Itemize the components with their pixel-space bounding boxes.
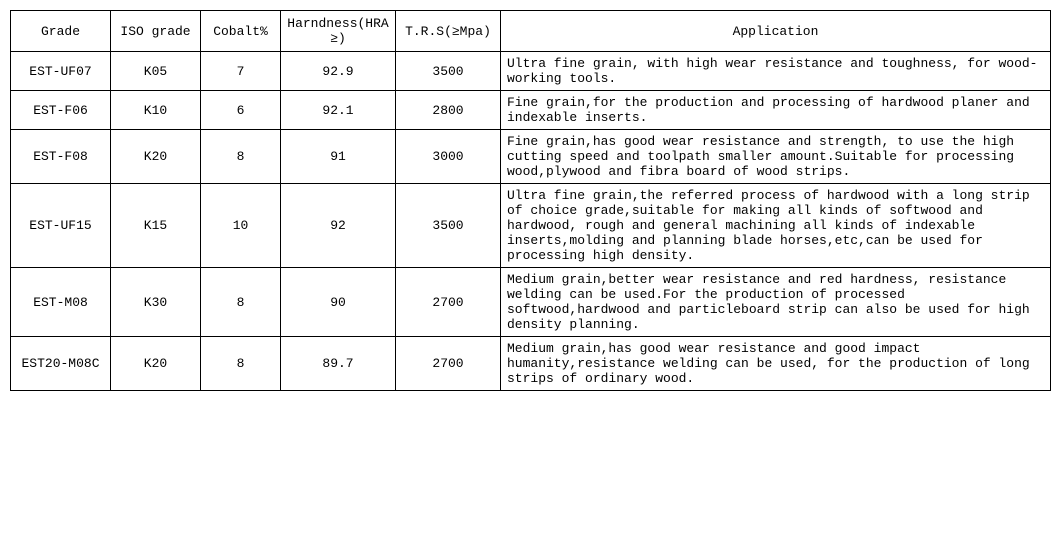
- cell-cobalt: 8: [201, 130, 281, 184]
- cell-app: Fine grain,has good wear resistance and …: [501, 130, 1051, 184]
- cell-trs: 2700: [396, 337, 501, 391]
- table-row: EST-F06 K10 6 92.1 2800 Fine grain,for t…: [11, 91, 1051, 130]
- col-header-trs: T.R.S(≥Mpa): [396, 11, 501, 52]
- cell-trs: 3500: [396, 184, 501, 268]
- table-body: EST-UF07 K05 7 92.9 3500 Ultra fine grai…: [11, 52, 1051, 391]
- cell-trs: 3000: [396, 130, 501, 184]
- cell-hardness: 92.9: [281, 52, 396, 91]
- table-row: EST-F08 K20 8 91 3000 Fine grain,has goo…: [11, 130, 1051, 184]
- cell-grade: EST-UF15: [11, 184, 111, 268]
- cell-hardness: 92: [281, 184, 396, 268]
- table-header-row: Grade ISO grade Cobalt% Harndness(HRA≥) …: [11, 11, 1051, 52]
- cell-app: Medium grain,has good wear resistance an…: [501, 337, 1051, 391]
- cell-iso: K20: [111, 337, 201, 391]
- col-header-hardness: Harndness(HRA≥): [281, 11, 396, 52]
- cell-hardness: 90: [281, 268, 396, 337]
- cell-trs: 2800: [396, 91, 501, 130]
- cell-app: Ultra fine grain,the referred process of…: [501, 184, 1051, 268]
- grades-table: Grade ISO grade Cobalt% Harndness(HRA≥) …: [10, 10, 1051, 391]
- cell-iso: K05: [111, 52, 201, 91]
- table-row: EST20-M08C K20 8 89.7 2700 Medium grain,…: [11, 337, 1051, 391]
- cell-iso: K15: [111, 184, 201, 268]
- cell-iso: K10: [111, 91, 201, 130]
- cell-grade: EST-M08: [11, 268, 111, 337]
- col-header-grade: Grade: [11, 11, 111, 52]
- col-header-cobalt: Cobalt%: [201, 11, 281, 52]
- cell-grade: EST-F06: [11, 91, 111, 130]
- col-header-iso: ISO grade: [111, 11, 201, 52]
- table-row: EST-UF15 K15 10 92 3500 Ultra fine grain…: [11, 184, 1051, 268]
- cell-iso: K20: [111, 130, 201, 184]
- cell-cobalt: 7: [201, 52, 281, 91]
- cell-hardness: 89.7: [281, 337, 396, 391]
- cell-cobalt: 10: [201, 184, 281, 268]
- cell-trs: 2700: [396, 268, 501, 337]
- table-row: EST-UF07 K05 7 92.9 3500 Ultra fine grai…: [11, 52, 1051, 91]
- table-row: EST-M08 K30 8 90 2700 Medium grain,bette…: [11, 268, 1051, 337]
- cell-grade: EST-F08: [11, 130, 111, 184]
- cell-app: Medium grain,better wear resistance and …: [501, 268, 1051, 337]
- cell-app: Fine grain,for the production and proces…: [501, 91, 1051, 130]
- cell-cobalt: 8: [201, 268, 281, 337]
- col-header-app: Application: [501, 11, 1051, 52]
- cell-hardness: 91: [281, 130, 396, 184]
- cell-grade: EST-UF07: [11, 52, 111, 91]
- cell-iso: K30: [111, 268, 201, 337]
- cell-cobalt: 8: [201, 337, 281, 391]
- cell-grade: EST20-M08C: [11, 337, 111, 391]
- cell-trs: 3500: [396, 52, 501, 91]
- cell-hardness: 92.1: [281, 91, 396, 130]
- cell-cobalt: 6: [201, 91, 281, 130]
- cell-app: Ultra fine grain, with high wear resista…: [501, 52, 1051, 91]
